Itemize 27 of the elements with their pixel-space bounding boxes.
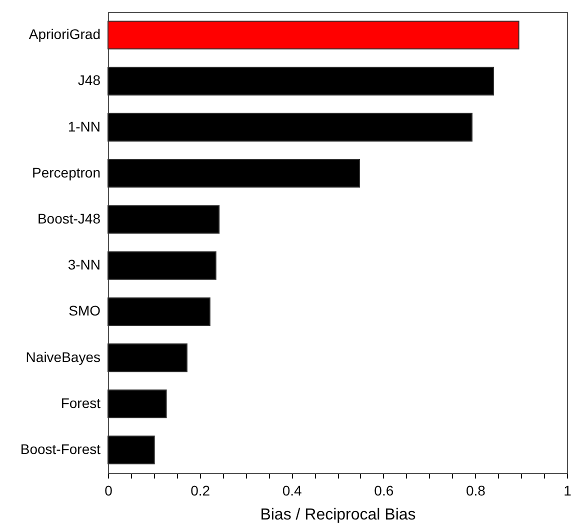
bar [108, 159, 360, 188]
y-tick-label: 1-NN [68, 118, 100, 134]
x-tick-label: 0.4 [282, 482, 302, 498]
y-tick-label: AprioriGrad [28, 26, 100, 42]
y-tick-label: Forest [60, 394, 101, 411]
bar [108, 297, 210, 326]
x-tick-label: 0.2 [190, 482, 210, 498]
y-tick-label: Boost-Forest [20, 440, 101, 457]
bar [108, 205, 220, 234]
x-tick-label: 0.8 [466, 482, 486, 498]
bar [108, 20, 520, 50]
bar [108, 66, 494, 96]
y-tick-label: Boost-J48 [37, 210, 101, 226]
y-tick-label: J48 [78, 72, 101, 88]
bar [108, 112, 472, 142]
y-tick-label: SMO [68, 302, 101, 319]
x-tick-label: 0.6 [374, 482, 394, 498]
bar [108, 390, 167, 418]
x-tick-label: 1 [564, 482, 572, 498]
bar [108, 251, 216, 280]
bar [108, 436, 155, 464]
y-tick-label: NaiveBayes [26, 348, 100, 365]
x-tick-label: 0 [104, 482, 113, 498]
bar [108, 343, 188, 372]
y-tick-label: Perceptron [32, 164, 100, 180]
x-axis-title: Bias / Reciprocal Bias [260, 506, 416, 523]
y-tick-label: 3-NN [68, 256, 100, 273]
